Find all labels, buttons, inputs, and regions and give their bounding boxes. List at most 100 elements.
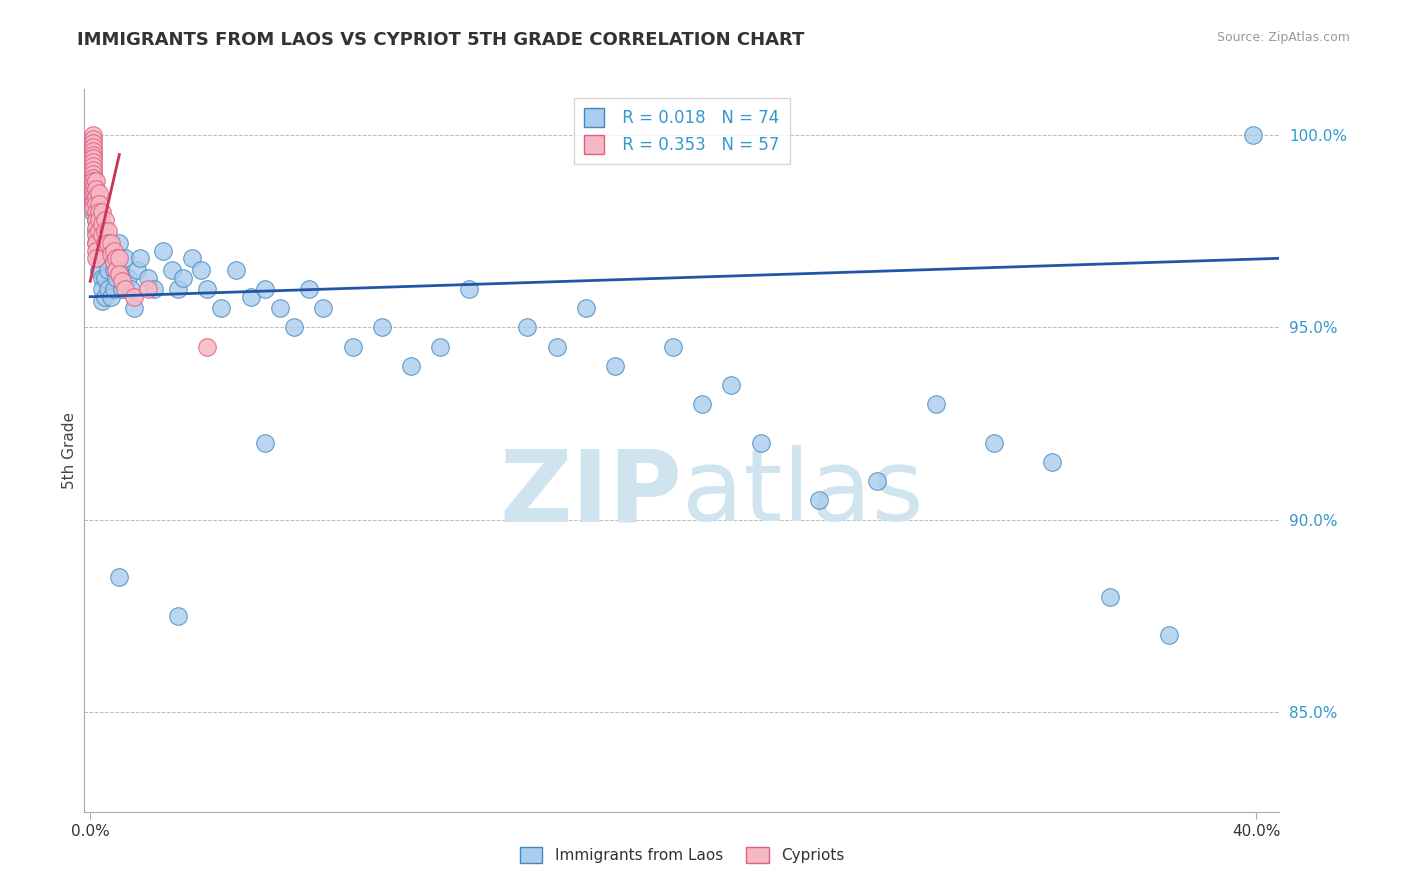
Point [138,282,160,296]
Point [1157,628,1180,642]
Point [720,378,742,392]
Point [166,608,188,623]
Point [108,570,131,584]
Point [82,197,104,211]
Point [82,155,104,169]
Point [692,397,714,411]
Legend: Immigrants from Laos, Cypriots: Immigrants from Laos, Cypriots [513,841,851,869]
Point [100,244,122,258]
Point [84,212,107,227]
Point [662,340,685,354]
Point [254,282,277,296]
Point [429,340,451,354]
Point [108,252,131,266]
Point [105,263,128,277]
Point [84,228,107,243]
Point [87,244,110,258]
Point [97,263,120,277]
Point [97,224,120,238]
Point [370,320,392,334]
Point [117,270,139,285]
Point [312,301,335,316]
Point [166,282,188,296]
Point [114,282,136,296]
Point [152,244,174,258]
Point [111,282,134,296]
Point [181,252,204,266]
Point [114,252,136,266]
Point [90,205,112,219]
Point [90,228,112,243]
Point [516,320,538,334]
Point [84,220,107,235]
Point [209,301,232,316]
Point [82,167,104,181]
Point [82,190,104,204]
Point [190,263,212,277]
Point [82,132,104,146]
Point [103,244,125,258]
Point [82,174,104,188]
Point [90,270,112,285]
Point [239,290,262,304]
Point [84,182,107,196]
Point [298,282,321,296]
Point [807,493,830,508]
Point [111,274,134,288]
Point [172,270,194,285]
Point [90,217,112,231]
Point [100,290,122,304]
Point [195,282,218,296]
Y-axis label: 5th Grade: 5th Grade [62,412,77,489]
Point [82,182,104,196]
Point [749,435,772,450]
Point [94,212,117,227]
Point [100,247,122,261]
Point [458,282,481,296]
Point [1241,128,1264,143]
Point [1099,590,1122,604]
Point [82,186,104,200]
Point [82,178,104,193]
Point [97,235,120,250]
Point [138,270,160,285]
Point [160,263,183,277]
Point [94,235,117,250]
Point [105,252,128,266]
Point [866,474,889,488]
Point [90,282,112,296]
Point [269,301,291,316]
Point [82,136,104,150]
Point [128,252,150,266]
Point [87,197,110,211]
Point [84,235,107,250]
Text: ZIP: ZIP [499,445,682,542]
Point [82,194,104,208]
Point [82,128,104,143]
Point [143,282,166,296]
Point [87,212,110,227]
Point [122,301,145,316]
Point [103,263,125,277]
Point [225,263,247,277]
Point [84,235,107,250]
Point [94,252,117,266]
Point [82,202,104,216]
Point [82,159,104,173]
Point [342,340,364,354]
Point [603,359,626,373]
Point [283,320,305,334]
Point [546,340,568,354]
Point [108,263,131,277]
Point [254,435,277,450]
Point [82,186,104,200]
Point [87,205,110,219]
Point [94,290,117,304]
Point [103,282,125,296]
Point [125,263,148,277]
Point [84,244,107,258]
Point [84,174,107,188]
Point [97,282,120,296]
Point [94,270,117,285]
Point [84,205,107,219]
